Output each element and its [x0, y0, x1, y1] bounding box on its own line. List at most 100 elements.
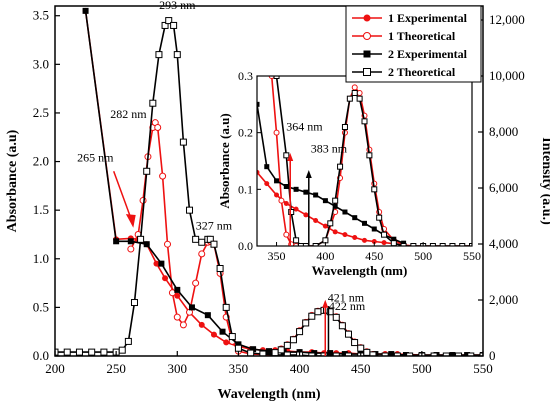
inset-data-point [302, 243, 309, 246]
inset-data-point [293, 206, 299, 212]
inset-data-point [293, 237, 300, 244]
inset-data-point [268, 76, 275, 79]
x-tick-label: 400 [290, 361, 310, 376]
inset-x-tick-label: 500 [414, 249, 432, 263]
inset-data-point [361, 118, 368, 125]
y-tick-label-left: 2.0 [33, 154, 49, 169]
inset-y-tick-label: 0.1 [238, 182, 253, 196]
annotation-327nm: 327 nm [196, 219, 233, 233]
annotation-383nm: 383 nm [311, 142, 348, 156]
main-data-point [55, 348, 59, 356]
main-data-point [351, 339, 359, 347]
main-data-point [308, 312, 316, 320]
main-data-point [154, 124, 162, 132]
inset-data-point [327, 220, 334, 227]
inset-data-point [332, 203, 338, 209]
main-data-point [464, 352, 471, 356]
inset-data-point [313, 218, 319, 223]
legend-label: 2 Theoretical [388, 65, 456, 79]
main-data-point [271, 349, 279, 356]
inset-data-point [322, 198, 328, 204]
inset-data-point [273, 76, 280, 79]
inset-data-point [273, 129, 280, 136]
inset-data-point [278, 197, 285, 204]
y-tick-label-right: 4,000 [489, 236, 518, 251]
y-tick-label-right: 8,000 [489, 124, 518, 139]
main-data-point [455, 352, 463, 356]
inset-data-point [356, 95, 363, 102]
main-data-point [363, 348, 371, 356]
inset-data-point [322, 223, 328, 229]
annotation-293nm: 293 nm [159, 0, 196, 12]
main-data-point [118, 346, 126, 354]
inset-data-point [257, 101, 260, 107]
inset-data-point [274, 192, 280, 198]
main-data-point [161, 21, 169, 29]
main-data-point [449, 352, 456, 356]
inset-data-point [274, 178, 280, 184]
inset-data-point [381, 231, 388, 238]
legend-item: 2 Theoretical [352, 65, 456, 79]
main-data-point [283, 341, 291, 349]
main-data-point [100, 348, 108, 356]
inset-data-point [342, 232, 348, 238]
main-data-point [124, 337, 132, 345]
main-data-point [344, 352, 352, 356]
main-data-point [235, 341, 242, 348]
main-data-point [216, 265, 224, 272]
inset-data-point [410, 243, 417, 246]
arrowhead-265nm [125, 214, 136, 228]
inset-data-point [297, 243, 304, 246]
main-data-point [332, 352, 340, 356]
inset-x-tick-label: 400 [316, 249, 334, 263]
y-tick-label-right: 12,000 [489, 12, 525, 27]
main-data-point [143, 167, 151, 175]
main-data-point [326, 308, 334, 316]
y-tick-label-left: 1.5 [33, 202, 49, 217]
main-data-point [210, 331, 217, 338]
inset-data-point [362, 220, 367, 226]
x-tick-label: 500 [412, 361, 432, 376]
annotation-265nm: 265 nm [77, 151, 114, 165]
main-data-point [174, 286, 181, 293]
main-data-point [113, 238, 120, 245]
inset-data-point [264, 164, 270, 170]
main-data-point [223, 339, 230, 346]
inset-data-point [449, 243, 456, 246]
arrowhead-421nm [322, 299, 329, 308]
main-data-point [173, 51, 181, 59]
main-data-point [174, 292, 181, 299]
main-data-point [186, 206, 194, 214]
main-data-point [173, 313, 181, 321]
inset-data-point [303, 212, 309, 218]
main-data-point [357, 344, 365, 352]
main-data-point [308, 352, 316, 356]
main-data-point [162, 275, 169, 282]
main-data-point [82, 7, 89, 14]
inset-data-point [312, 243, 319, 246]
main-data-point [250, 346, 257, 353]
inset-data-point [303, 189, 309, 195]
main-data-point [204, 312, 211, 319]
main-data-point [179, 138, 187, 146]
inset-data-point [257, 169, 260, 175]
main-data-point [63, 348, 71, 356]
inset-data-point [283, 201, 289, 206]
main-data-point [289, 336, 297, 344]
main-data-point [296, 328, 304, 336]
main-data-point [327, 350, 334, 356]
inset-data-point [293, 186, 299, 192]
legend-marker [363, 68, 371, 76]
x-tick-label: 300 [168, 361, 188, 376]
inset-series-line [257, 104, 404, 244]
main-data-point [170, 21, 178, 29]
inset-data-point [376, 214, 383, 221]
main-data-point [302, 319, 310, 327]
main-data-point [228, 333, 236, 341]
main-data-point [314, 308, 322, 316]
main-data-point [153, 260, 160, 267]
main-data-point [338, 322, 346, 330]
main-data-point [192, 279, 200, 287]
inset-data-point [362, 237, 367, 243]
main-data-point [479, 352, 483, 356]
